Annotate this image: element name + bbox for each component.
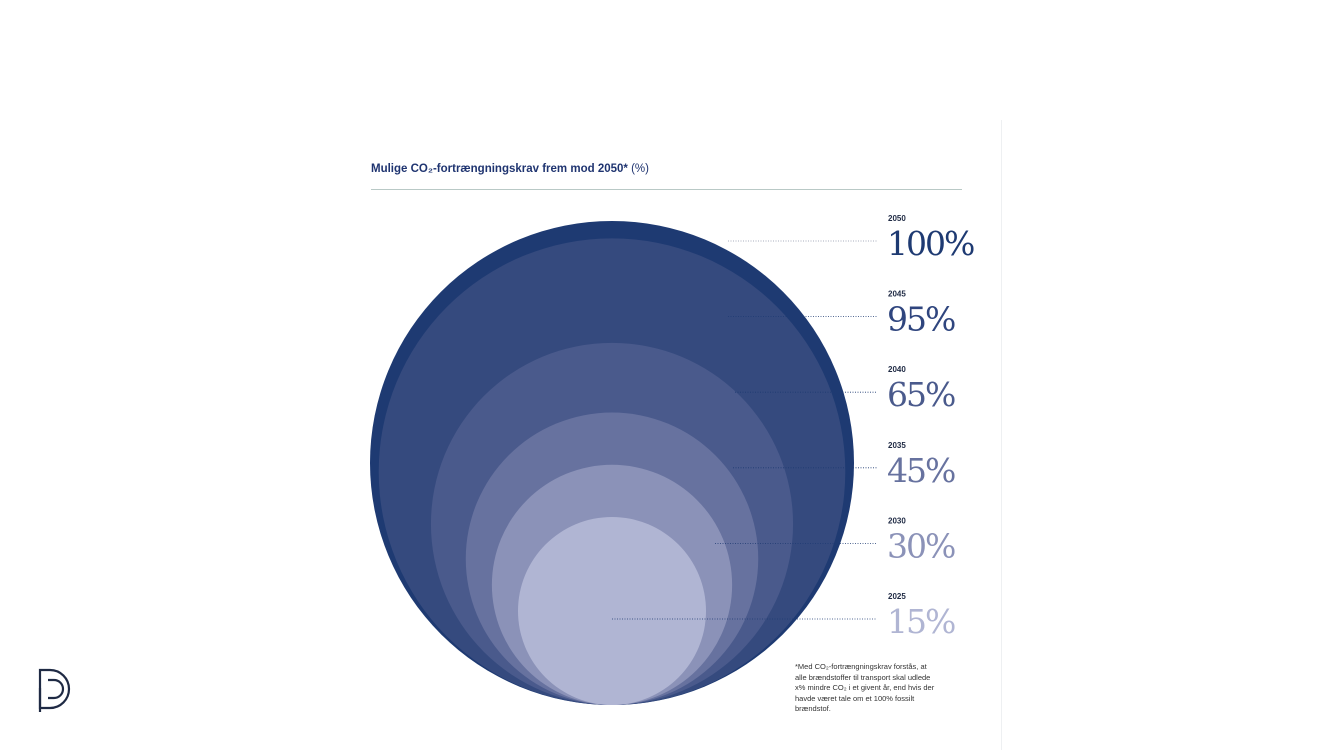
year-label-2030: 2030 [888, 516, 906, 525]
year-label-2035: 2035 [888, 441, 906, 450]
chart-title-main: Mulige CO₂-fortrængningskrav frem mod 20… [371, 163, 628, 175]
company-logo-icon [38, 668, 71, 712]
year-label-2040: 2040 [888, 365, 906, 374]
footnote: *Med CO₂-fortrængningskrav forstås, at a… [795, 662, 935, 713]
panel-divider [1001, 120, 1002, 750]
value-label-2030: 30% [887, 526, 955, 565]
year-label-2025: 2025 [888, 592, 906, 601]
chart-title: Mulige CO₂-fortrængningskrav frem mod 20… [371, 163, 649, 175]
circle-2025 [518, 517, 706, 705]
chart-title-unit: (%) [627, 163, 649, 175]
value-label-2025: 15% [887, 602, 955, 641]
year-label-2050: 2050 [888, 214, 906, 223]
title-divider [371, 189, 962, 190]
value-label-2040: 65% [887, 375, 955, 414]
value-label-2035: 45% [887, 451, 955, 490]
value-label-2050: 100% [887, 224, 974, 263]
value-label-2045: 95% [887, 300, 955, 339]
year-label-2045: 2045 [888, 290, 906, 299]
